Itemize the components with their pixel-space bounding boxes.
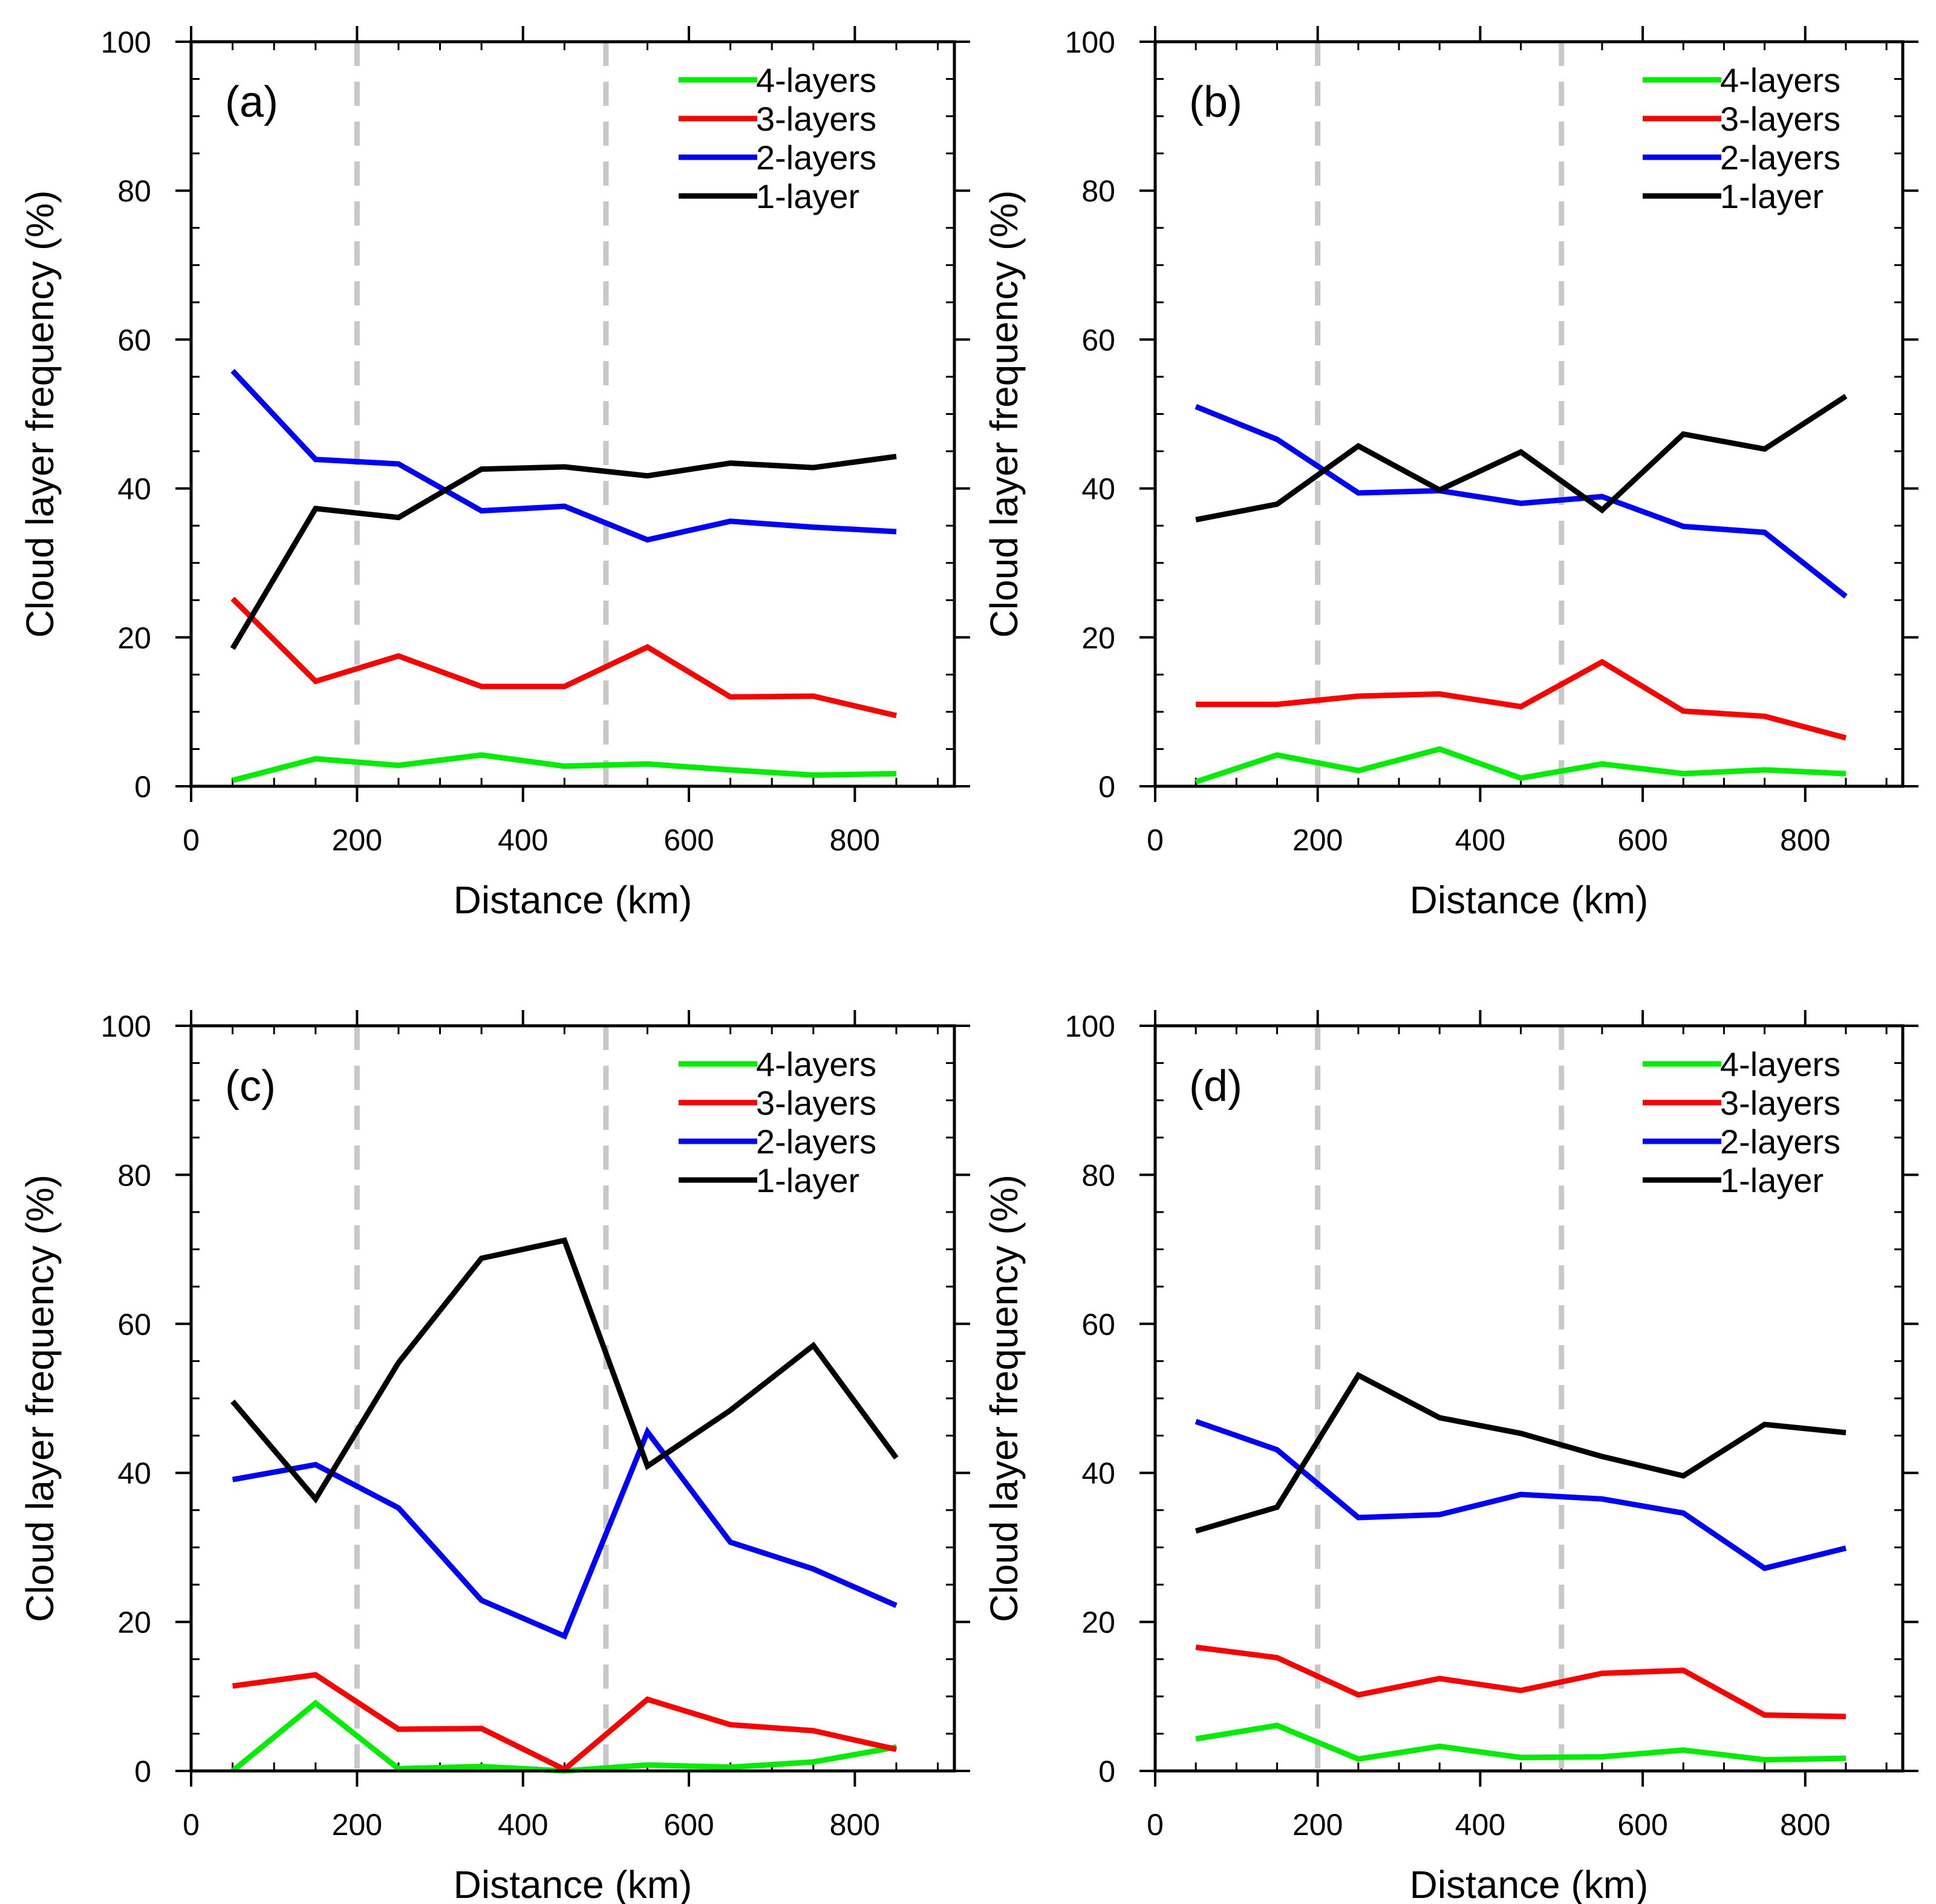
- series-line-1-layer: [230, 1237, 899, 1504]
- series-line-2-layers: [1195, 1418, 1847, 1571]
- series-line-3-layers: [1195, 1645, 1846, 1720]
- y-tick-label: 0: [134, 770, 151, 804]
- y-axis-title: Cloud layer frequency (%): [18, 1175, 62, 1622]
- legend-label: 4-layers: [1720, 61, 1840, 99]
- panel-label: (d): [1189, 1062, 1242, 1110]
- y-tick-label: 20: [1081, 1606, 1115, 1640]
- series-line-1-layer: [1195, 1371, 1846, 1534]
- y-tick-label: 0: [1098, 1755, 1115, 1788]
- y-axis-title: Cloud layer frequency (%): [982, 1175, 1026, 1622]
- plot-frame: [189, 40, 956, 788]
- plot-frame: [189, 1024, 956, 1773]
- y-tick-label: 0: [1098, 770, 1115, 804]
- y-tick-label: 20: [117, 1606, 151, 1640]
- legend-label: 1-layer: [1720, 177, 1824, 215]
- y-tick-label: 40: [117, 472, 151, 506]
- x-tick-label: 800: [830, 823, 880, 857]
- series-line-4-layers: [230, 1700, 897, 1774]
- panel-b: 0 20 40 60 80 100 0 200 400 600 800 (b) 4-layers3-la…: [982, 25, 1918, 922]
- x-tick-label: 200: [1292, 823, 1343, 857]
- x-tick-label: 0: [1147, 823, 1164, 857]
- legend-label: 3-layers: [756, 1084, 876, 1122]
- x-tick-label: 600: [1617, 823, 1667, 857]
- y-axis-title: Cloud layer frequency (%): [18, 191, 62, 638]
- y-tick-label: 60: [1081, 323, 1115, 357]
- x-tick-label: 400: [1455, 1808, 1505, 1842]
- y-tick-label: 60: [117, 323, 151, 357]
- series-line-1-layer: [230, 454, 897, 650]
- series-line-4-layers: [1195, 1723, 1846, 1763]
- legend-label: 2-layers: [1720, 139, 1840, 177]
- legend-label: 4-layers: [756, 61, 876, 99]
- x-tick-label: 200: [332, 1808, 382, 1842]
- y-tick-label: 60: [117, 1308, 151, 1342]
- plot-frame: [1153, 40, 1905, 788]
- x-tick-label: 800: [1780, 1808, 1830, 1842]
- legend-label: 1-layer: [756, 1161, 859, 1199]
- series-line-4-layers: [1195, 746, 1846, 784]
- x-tick-label: 400: [1455, 823, 1505, 857]
- y-tick-label: 80: [1081, 174, 1115, 208]
- series-line-3-layers: [1196, 659, 1847, 741]
- legend-label: 3-layers: [1720, 100, 1840, 138]
- y-tick-label: 40: [1081, 472, 1115, 506]
- y-tick-label: 100: [101, 1009, 151, 1043]
- x-tick-label: 400: [498, 823, 548, 857]
- x-tick-label: 600: [663, 1808, 714, 1842]
- y-tick-label: 80: [117, 1158, 151, 1192]
- x-axis-title: Distance (km): [454, 878, 693, 922]
- y-tick-label: 0: [134, 1755, 151, 1788]
- panel-label: (c): [225, 1062, 276, 1110]
- y-tick-label: 40: [117, 1456, 151, 1490]
- legend-label: 2-layers: [756, 139, 876, 177]
- legend-label: 4-layers: [1720, 1045, 1840, 1083]
- panel-label: (b): [1189, 78, 1242, 126]
- x-tick-label: 600: [663, 823, 714, 857]
- x-tick-label: 200: [1292, 1808, 1343, 1842]
- series-line-3-layers: [232, 1672, 897, 1773]
- y-tick-label: 20: [117, 621, 151, 655]
- panel-label: (a): [225, 78, 278, 126]
- legend-label: 4-layers: [756, 1045, 876, 1083]
- panel-c: 0 20 40 60 80 100 0 200 400 600 800 (c) 4-layers3-la…: [18, 1009, 970, 1904]
- x-tick-label: 0: [1147, 1808, 1164, 1842]
- series-line-3-layers: [230, 596, 898, 719]
- y-tick-label: 60: [1081, 1308, 1115, 1342]
- series-line-1-layer: [1195, 394, 1848, 523]
- x-axis-title: Distance (km): [1410, 1863, 1649, 1904]
- y-tick-label: 80: [117, 174, 151, 208]
- y-tick-label: 100: [101, 25, 151, 59]
- legend-label: 1-layer: [1720, 1161, 1824, 1199]
- y-tick-label: 100: [1065, 1009, 1115, 1043]
- y-tick-label: 20: [1081, 621, 1115, 655]
- x-tick-label: 600: [1617, 1808, 1667, 1842]
- legend-label: 2-layers: [756, 1123, 876, 1161]
- y-tick-label: 100: [1065, 25, 1115, 59]
- panel-d: 0 20 40 60 80 100 0 200 400 600 800 (d) 4-layers3-la…: [982, 1009, 1918, 1904]
- x-tick-label: 800: [830, 1808, 880, 1842]
- x-tick-label: 400: [498, 1808, 548, 1842]
- series-line-2-layers: [230, 369, 897, 543]
- legend-label: 3-layers: [756, 100, 876, 138]
- plot-frame: [1153, 1024, 1905, 1773]
- series-line-4-layers: [232, 752, 897, 783]
- x-tick-label: 800: [1780, 823, 1830, 857]
- series-line-2-layers: [232, 1426, 898, 1640]
- x-axis-title: Distance (km): [454, 1863, 693, 1904]
- legend-label: 3-layers: [1720, 1084, 1840, 1122]
- x-tick-label: 0: [183, 823, 200, 857]
- legend-label: 2-layers: [1720, 1123, 1840, 1161]
- y-tick-label: 40: [1081, 1456, 1115, 1490]
- x-tick-label: 200: [332, 823, 382, 857]
- y-tick-label: 80: [1081, 1158, 1115, 1192]
- y-axis-title: Cloud layer frequency (%): [982, 191, 1026, 638]
- x-tick-label: 0: [183, 1808, 200, 1842]
- panel-a: 0 20 40 60 80 100 0 200 400 600 800 (a) 4-layers3-la…: [18, 25, 970, 922]
- legend-label: 1-layer: [756, 177, 859, 215]
- series-line-2-layers: [1195, 404, 1848, 599]
- x-axis-title: Distance (km): [1410, 878, 1649, 922]
